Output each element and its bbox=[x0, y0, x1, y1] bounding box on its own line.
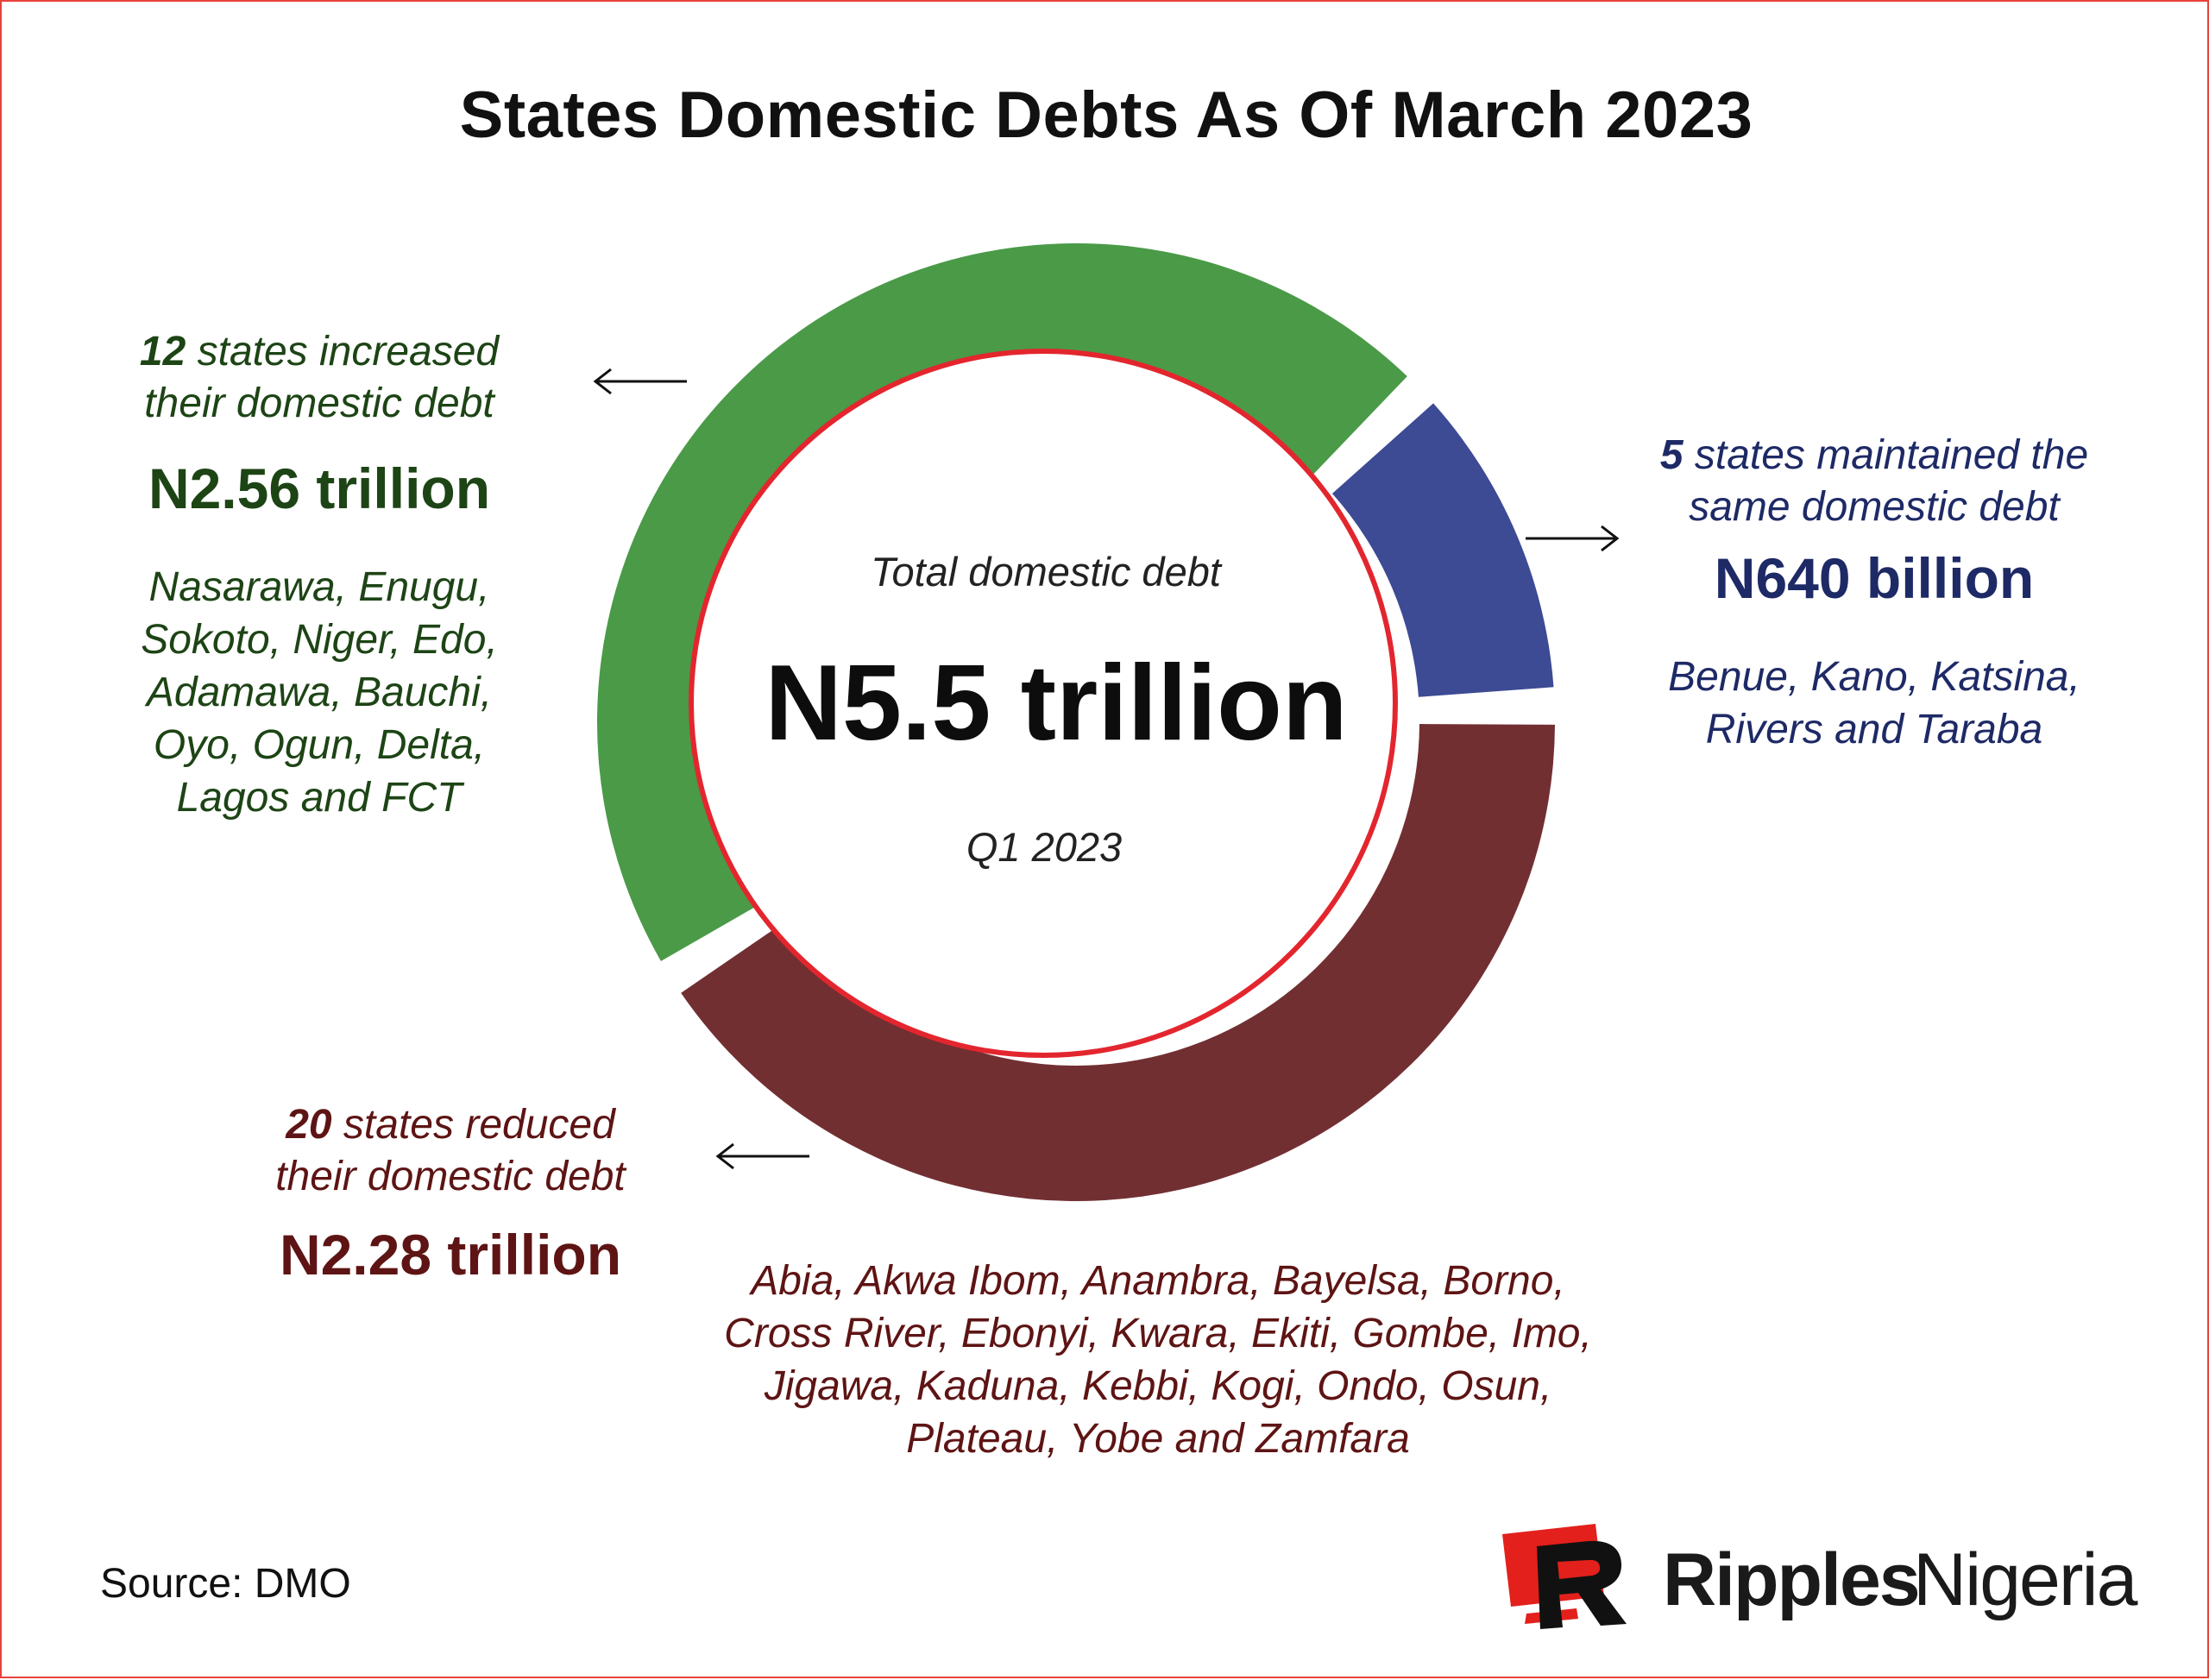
center-total-value: N5.5 trillion bbox=[765, 644, 1347, 763]
slice-reduced bbox=[681, 724, 1555, 1201]
reduced-amount: N2.28 trillion bbox=[279, 1223, 622, 1287]
maintained-line1: states maintained the bbox=[1683, 432, 2089, 478]
center-disc bbox=[689, 349, 1398, 1058]
annotation-increased: 12 states increased their domestic debt … bbox=[104, 326, 535, 824]
state-list-line: Oyo, Ogun, Delta, bbox=[153, 722, 486, 768]
state-list-line: Cross River, Ebonyi, Kwara, Ekiti, Gombe… bbox=[724, 1311, 1592, 1356]
source-note: Source: DMO bbox=[100, 1561, 351, 1607]
arrow-increased bbox=[593, 368, 687, 395]
ripples-r-logo-icon bbox=[1502, 1524, 1627, 1629]
maintained-count: 5 bbox=[1659, 432, 1683, 478]
reduced-description: 20 states reduced their domestic debt bbox=[226, 1099, 675, 1203]
increased-amount: N2.56 trillion bbox=[148, 456, 491, 520]
state-list-line: Adamawa, Bauchi, bbox=[146, 670, 493, 715]
brand-name-light: Nigeria bbox=[1913, 1538, 2137, 1621]
arrow-reduced bbox=[715, 1142, 809, 1170]
state-list-line: Jigawa, Kaduna, Kebbi, Kogi, Ondo, Osun, bbox=[764, 1363, 1552, 1409]
reduced-line1: states reduced bbox=[331, 1102, 615, 1148]
arrow-maintained bbox=[1526, 525, 1620, 552]
state-list-line: Benue, Kano, Katsina, bbox=[1668, 654, 2080, 700]
increased-count: 12 bbox=[139, 329, 186, 374]
state-list-line: Nasarawa, Enugu, bbox=[148, 564, 490, 610]
reduced-count: 20 bbox=[286, 1102, 332, 1148]
page-title: States Domestic Debts As Of March 2023 bbox=[459, 79, 1753, 152]
maintained-amount: N640 billion bbox=[1714, 546, 2035, 610]
state-list-line: Sokoto, Niger, Edo, bbox=[141, 617, 498, 663]
annotation-reduced: 20 states reduced their domestic debt N2… bbox=[226, 1099, 675, 1289]
slice-increased bbox=[596, 242, 1407, 961]
reduced-states: Abia, Akwa Ibom, Anambra, Bayelsa, Borno… bbox=[675, 1255, 1641, 1465]
state-list-line: Lagos and FCT bbox=[176, 775, 463, 821]
state-list-line: Rivers and Taraba bbox=[1705, 707, 2043, 752]
increased-states: Nasarawa, Enugu, Sokoto, Niger, Edo, Ada… bbox=[104, 561, 535, 824]
maintained-line2: same domestic debt bbox=[1689, 484, 2060, 530]
center-label: Total domestic debt bbox=[871, 549, 1223, 595]
center-period: Q1 2023 bbox=[966, 824, 1122, 870]
state-list-line: Plateau, Yobe and Zamfara bbox=[906, 1416, 1410, 1462]
increased-description: 12 states increased their domestic debt bbox=[104, 326, 535, 430]
brand-name-strong: Ripples bbox=[1663, 1538, 1921, 1621]
state-list-line: Abia, Akwa Ibom, Anambra, Bayelsa, Borno… bbox=[751, 1258, 1565, 1304]
slice-maintained bbox=[1331, 403, 1554, 697]
maintained-description: 5 states maintained the same domestic de… bbox=[1607, 430, 2142, 533]
maintained-states: Benue, Kano, Katsina, Rivers and Taraba bbox=[1607, 651, 2142, 756]
annotation-maintained: 5 states maintained the same domestic de… bbox=[1607, 430, 2142, 756]
reduced-line2: their domestic debt bbox=[275, 1154, 626, 1199]
increased-line1: states increased bbox=[186, 329, 500, 374]
increased-line2: their domestic debt bbox=[144, 381, 494, 426]
